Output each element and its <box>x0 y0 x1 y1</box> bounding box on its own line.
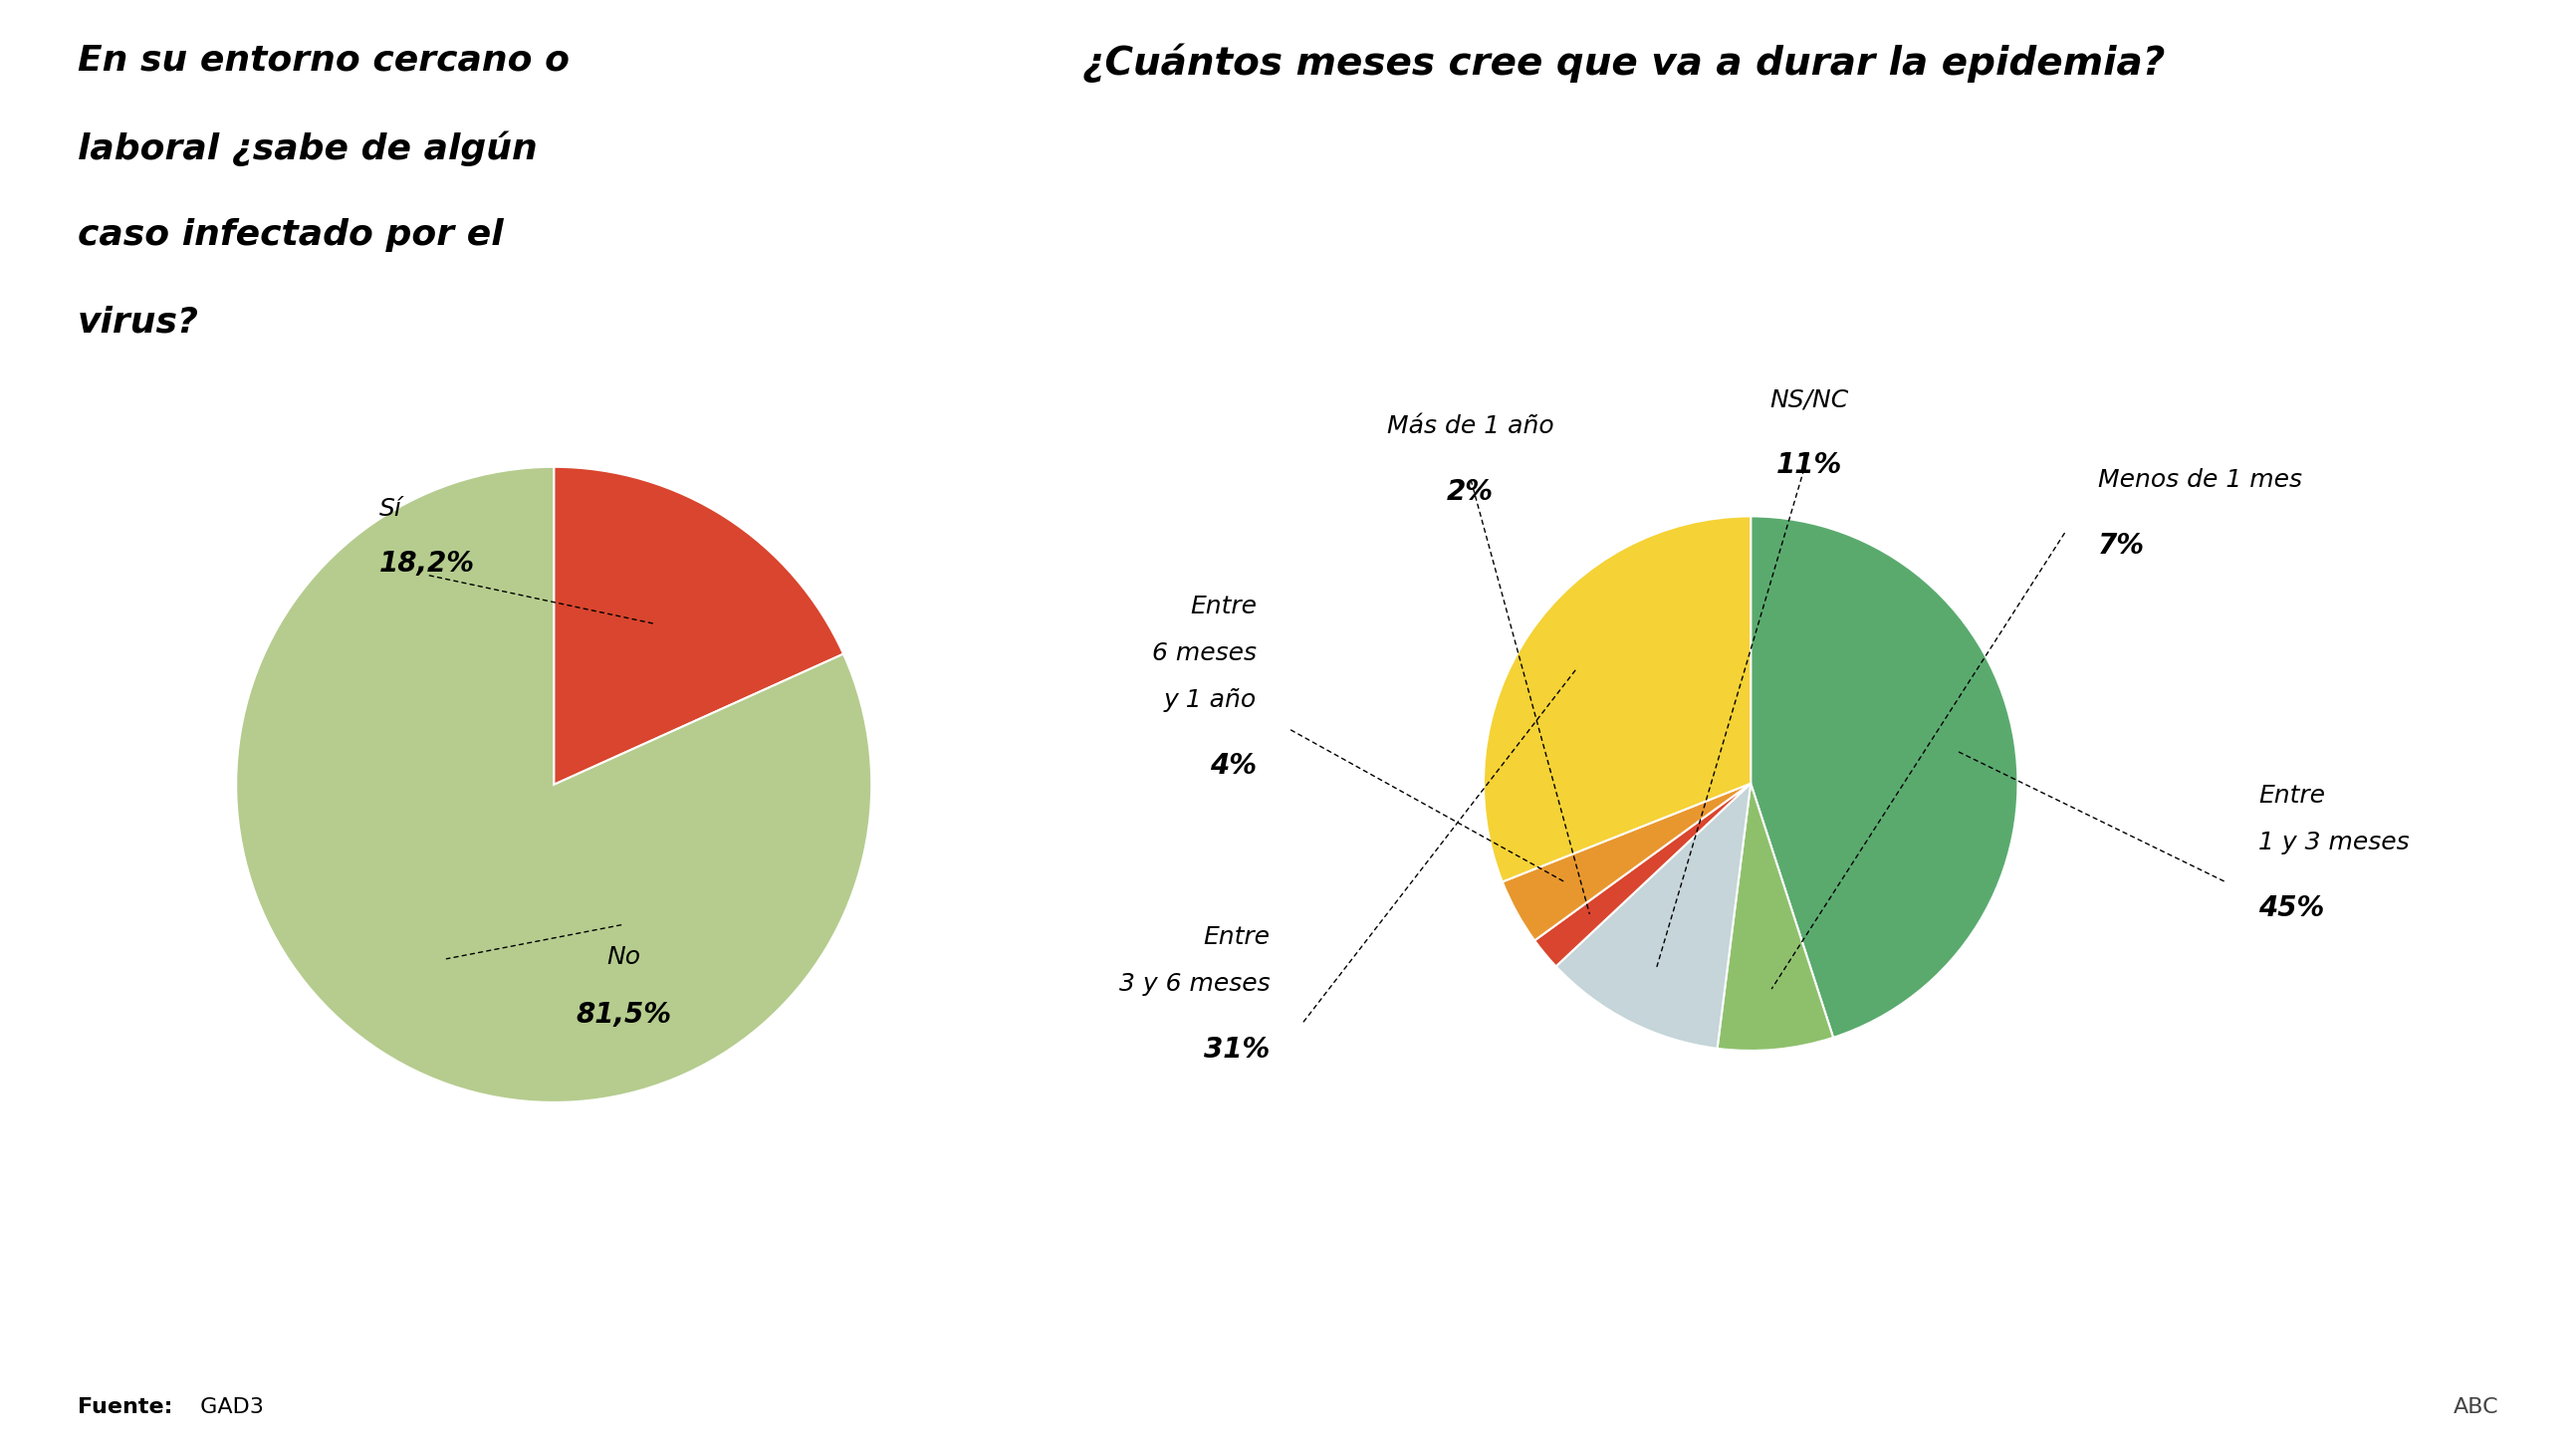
Text: Fuente:: Fuente: <box>77 1396 173 1417</box>
Text: 7%: 7% <box>2097 532 2146 559</box>
Wedge shape <box>1556 783 1752 1049</box>
Text: 2%: 2% <box>1448 478 1494 506</box>
Text: virus?: virus? <box>77 305 198 339</box>
Text: 3 y 6 meses: 3 y 6 meses <box>1118 972 1270 995</box>
Text: Entre: Entre <box>1203 926 1270 949</box>
Text: GAD3: GAD3 <box>193 1396 263 1417</box>
Text: NS/NC: NS/NC <box>1770 388 1850 411</box>
Text: Entre: Entre <box>2259 783 2326 808</box>
Text: En su entorno cercano o: En su entorno cercano o <box>77 44 569 77</box>
Text: y 1 año: y 1 año <box>1164 689 1257 712</box>
Wedge shape <box>1752 516 2017 1037</box>
Wedge shape <box>554 466 842 785</box>
Wedge shape <box>1484 516 1752 882</box>
Text: Menos de 1 mes: Menos de 1 mes <box>2097 468 2303 491</box>
Wedge shape <box>1502 783 1752 940</box>
Text: 6 meses: 6 meses <box>1151 641 1257 665</box>
Text: 18,2%: 18,2% <box>379 549 474 577</box>
Wedge shape <box>237 466 871 1103</box>
Text: 81,5%: 81,5% <box>577 1001 672 1029</box>
Text: Más de 1 año: Más de 1 año <box>1386 414 1553 437</box>
Text: 4%: 4% <box>1211 753 1257 780</box>
Text: ¿Cuántos meses cree que va a durar la epidemia?: ¿Cuántos meses cree que va a durar la ep… <box>1082 44 2164 83</box>
Wedge shape <box>1718 783 1834 1051</box>
Text: Sí: Sí <box>379 497 402 520</box>
Text: 31%: 31% <box>1203 1036 1270 1064</box>
Text: 11%: 11% <box>1777 452 1842 479</box>
Wedge shape <box>1535 783 1752 966</box>
Text: 45%: 45% <box>2259 895 2324 923</box>
Text: Entre: Entre <box>1190 594 1257 619</box>
Text: 1 y 3 meses: 1 y 3 meses <box>2259 830 2409 854</box>
Text: caso infectado por el: caso infectado por el <box>77 218 502 251</box>
Text: ABC: ABC <box>2452 1396 2499 1417</box>
Text: No: No <box>608 944 641 969</box>
Text: laboral ¿sabe de algún: laboral ¿sabe de algún <box>77 131 536 166</box>
